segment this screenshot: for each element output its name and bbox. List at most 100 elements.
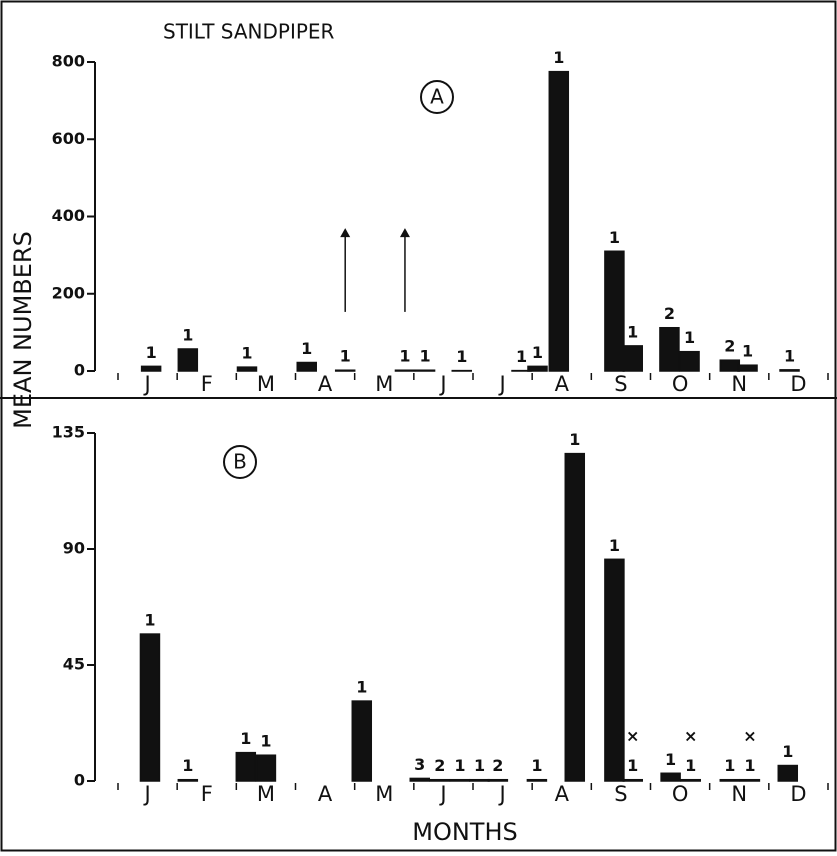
bar [680, 352, 699, 371]
bar [352, 701, 371, 781]
bar-label: 1 [532, 343, 543, 362]
bar-label: 1 [260, 732, 271, 751]
x-tick-label: N [731, 782, 747, 806]
y-tick-label: 0 [74, 361, 85, 380]
y-tick-label: 800 [52, 52, 85, 71]
bar-label: 1 [782, 742, 793, 761]
y-tick-label: 200 [52, 283, 85, 302]
y-tick-label: 90 [63, 539, 85, 558]
x-tick-label: S [614, 372, 627, 396]
bar [720, 780, 739, 781]
bar [142, 366, 161, 371]
bar-label: 1 [744, 756, 755, 775]
bar [660, 328, 679, 371]
bar [780, 370, 799, 371]
arrow-head [340, 228, 350, 237]
bar [565, 454, 584, 781]
bar [256, 755, 275, 781]
x-tick-label: D [790, 372, 806, 396]
x-tick-label: O [672, 782, 689, 806]
bar-label: 1 [182, 756, 193, 775]
bar-label: 1 [420, 347, 431, 366]
bar [528, 366, 547, 371]
bar [237, 367, 256, 371]
bar [549, 72, 568, 371]
bar-label: 1 [146, 343, 157, 362]
bar-label: 1 [474, 756, 485, 775]
bar [236, 753, 255, 781]
bar [605, 251, 624, 371]
bar [430, 780, 449, 781]
x-tick-label: A [318, 782, 333, 806]
bar [416, 370, 435, 371]
bar [738, 365, 757, 371]
x-tick-label: O [672, 372, 689, 396]
y-tick-label: 45 [63, 655, 85, 674]
y-tick-label: 400 [52, 206, 85, 225]
bar-label: 3 [414, 755, 425, 774]
bar [488, 780, 507, 781]
bar [778, 766, 797, 781]
bar-label: 1 [456, 347, 467, 366]
x-tick-label: J [142, 782, 150, 806]
x-tick-label: J [438, 782, 446, 806]
bar-label: 1 [569, 430, 580, 449]
bar-label: 1 [340, 347, 351, 366]
y-tick-label: 600 [52, 129, 85, 148]
bar-label: 1 [684, 328, 695, 347]
x-tick-label: S [614, 782, 627, 806]
x-tick-label: J [497, 372, 505, 396]
bar [410, 778, 429, 781]
marker: × [684, 727, 697, 746]
x-tick-label: J [497, 782, 505, 806]
y-tick-label: 0 [74, 771, 85, 790]
bar-label: 2 [434, 756, 445, 775]
x-tick-label: J [142, 372, 150, 396]
panel-label: A [430, 85, 444, 109]
bar [661, 773, 680, 781]
bar [623, 346, 642, 371]
bar [605, 559, 624, 781]
x-tick-label: A [555, 782, 570, 806]
bar-label: 1 [609, 228, 620, 247]
bar-label: 1 [627, 756, 638, 775]
bar [623, 780, 642, 781]
bar [395, 370, 414, 371]
chart-title: STILT SANDPIPER [163, 20, 335, 44]
bar [527, 780, 546, 781]
marker: × [743, 727, 756, 746]
bar [470, 780, 489, 781]
bar-label: 1 [531, 756, 542, 775]
bar-label: 1 [240, 729, 251, 748]
bar-label: 1 [665, 750, 676, 769]
x-axis-label: MONTHS [412, 818, 518, 846]
bar-label: 1 [516, 347, 527, 366]
bar-label: 1 [685, 756, 696, 775]
y-tick-label: 135 [52, 423, 85, 442]
bar-label: 2 [492, 756, 503, 775]
bar-label: 1 [609, 536, 620, 555]
bar [178, 349, 197, 371]
bar [450, 780, 469, 781]
bar-label: 1 [399, 347, 410, 366]
x-tick-label: M [257, 372, 275, 396]
bar [720, 360, 739, 371]
bar-label: 1 [553, 48, 564, 67]
x-tick-label: M [257, 782, 275, 806]
bar [336, 370, 355, 371]
bar-label: 2 [664, 304, 675, 323]
bar-label: 1 [301, 339, 312, 358]
bar-label: 1 [356, 678, 367, 697]
bar [740, 780, 759, 781]
bar-label: 1 [144, 611, 155, 630]
bar-label: 1 [454, 756, 465, 775]
bar [681, 780, 700, 781]
x-tick-label: D [790, 782, 806, 806]
x-tick-label: M [375, 782, 393, 806]
y-axis-label: MEAN NUMBERS [9, 231, 37, 429]
bar [178, 780, 197, 781]
x-tick-label: J [438, 372, 446, 396]
